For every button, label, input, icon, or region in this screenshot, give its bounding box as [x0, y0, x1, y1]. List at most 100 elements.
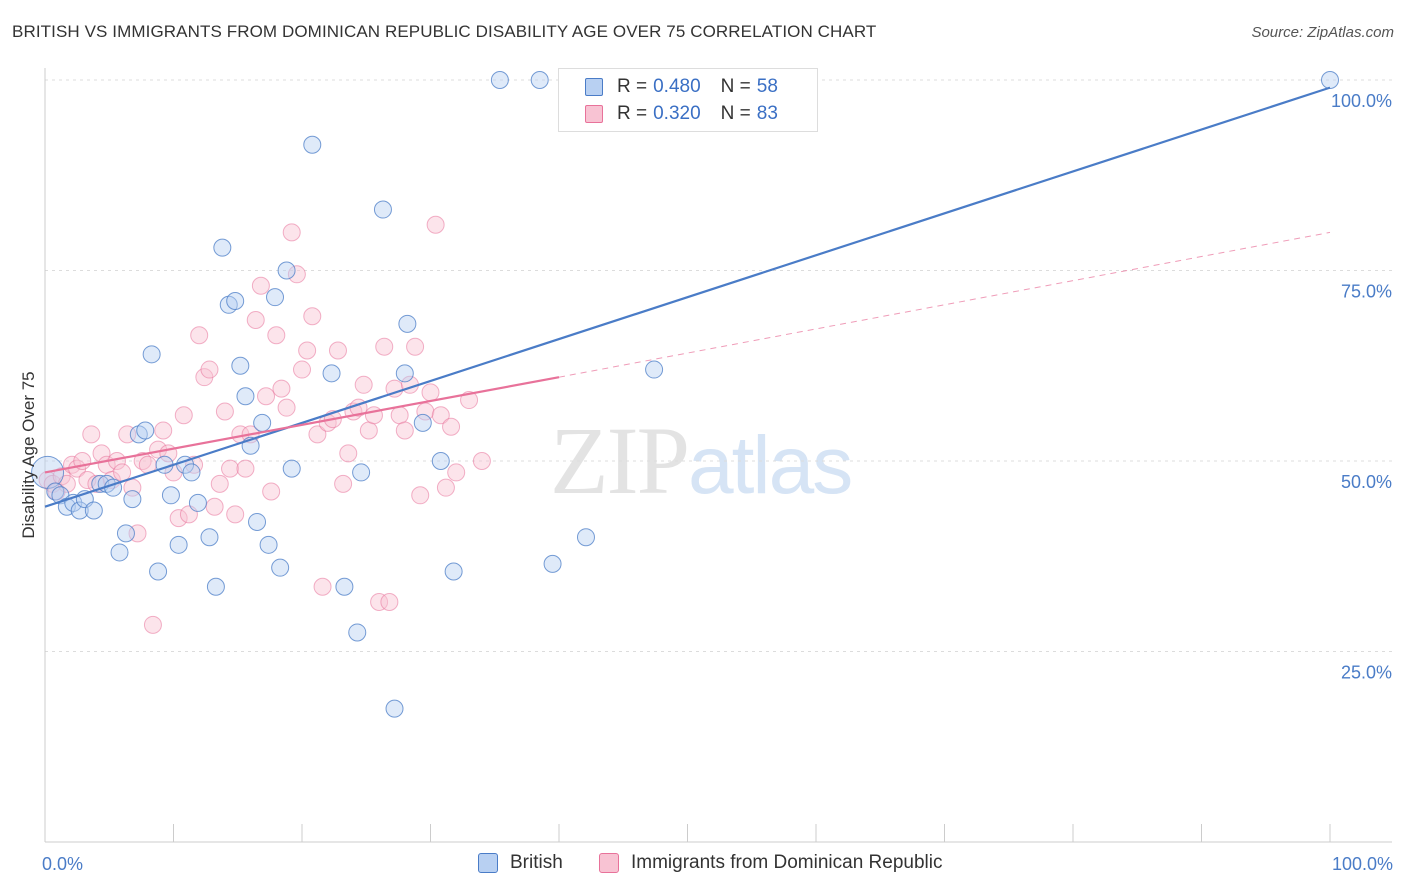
british-point [322, 364, 341, 383]
dominican-point [431, 406, 450, 425]
british-point [226, 291, 245, 310]
dominican-point [200, 360, 219, 379]
dominican-point [460, 391, 479, 410]
dominican-n-label: N = [720, 103, 751, 124]
legend-row-british: R = 0.480 N = 58 [585, 74, 778, 100]
axes [44, 68, 1392, 843]
dominican-point [328, 341, 347, 360]
dominican-point [354, 375, 373, 394]
british-point [398, 314, 417, 333]
dominican-legend-label: Immigrants from Dominican Republic [631, 852, 943, 873]
dominican-point [293, 360, 311, 379]
dominican-point [210, 474, 229, 493]
dominican-point [390, 406, 409, 425]
dominican-point [257, 387, 276, 406]
british-point [395, 364, 414, 383]
dominican-point [221, 459, 240, 478]
dominican-point [421, 383, 440, 402]
dominican-point [215, 402, 234, 421]
dominican-point [339, 444, 358, 463]
y-tick-label: 75.0% [1341, 282, 1392, 302]
british-trend-line [44, 86, 1331, 508]
dominican-point [113, 463, 132, 482]
dominican-point [447, 463, 466, 482]
trend-lines [44, 86, 1331, 508]
british-point [444, 562, 463, 581]
british-point [116, 524, 135, 543]
british-point [188, 493, 207, 512]
british-point [110, 543, 129, 562]
british-point [213, 238, 232, 257]
dominican-points [38, 215, 491, 634]
dominican-point [359, 421, 378, 440]
dominican-point [277, 398, 296, 417]
british-point [231, 356, 250, 375]
dominican-point [190, 326, 209, 345]
british-r-value: 0.480 [653, 76, 701, 97]
british-point [236, 387, 255, 406]
dominican-trend-extension [558, 231, 1331, 378]
dominican-point [370, 592, 389, 611]
chart-title: BRITISH VS IMMIGRANTS FROM DOMINICAN REP… [12, 22, 877, 41]
dominican-point [82, 425, 101, 444]
british-point [123, 490, 142, 509]
tick-labels: 25.0% 50.0% 75.0% 100.0% 0.0% 100.0% [42, 91, 1393, 874]
watermark: ZIPatlas [550, 405, 853, 516]
british-point [161, 486, 180, 505]
british-point [373, 200, 392, 219]
british-point [142, 345, 161, 364]
british-point [348, 623, 367, 642]
british-point [271, 558, 290, 577]
british-point [1321, 71, 1339, 89]
british-point [431, 452, 450, 470]
dominican-swatch [585, 105, 603, 123]
dominican-point [262, 482, 281, 501]
x-tick-label: 0.0% [42, 854, 83, 874]
dominican-point [411, 486, 430, 505]
y-tick-label: 100.0% [1331, 91, 1392, 111]
dominican-point [282, 223, 301, 242]
y-tick-label: 50.0% [1341, 472, 1392, 492]
dominican-point [287, 265, 306, 284]
dominican-r-label: R = [617, 103, 648, 124]
british-point [149, 562, 168, 581]
british-point [169, 535, 188, 554]
british-legend-label: British [510, 852, 563, 873]
dominican-legend-swatch [599, 853, 619, 873]
dominican-point [385, 379, 404, 398]
british-point [253, 413, 272, 432]
british-point [266, 288, 285, 307]
british-point [70, 501, 89, 520]
british-point [303, 135, 322, 154]
dominican-point [395, 421, 414, 440]
x-tick-label: 100.0% [1332, 854, 1393, 874]
dominican-point [236, 459, 255, 478]
british-n-label: N = [720, 76, 751, 97]
british-point [490, 71, 509, 89]
british-point [645, 360, 664, 379]
british-point [84, 501, 103, 520]
dominican-point [174, 406, 193, 425]
british-point [182, 463, 201, 482]
dominican-point [246, 311, 265, 330]
dominican-point [436, 478, 455, 497]
british-point [282, 459, 301, 478]
dominican-point [406, 337, 425, 356]
british-swatch [585, 78, 603, 96]
british-point [136, 421, 155, 440]
dominican-point [169, 509, 188, 528]
dominican-point [334, 474, 353, 493]
dominican-point [375, 337, 394, 356]
british-point [385, 699, 404, 718]
y-tick-label: 25.0% [1341, 663, 1392, 683]
bottom-legend-british: British [478, 852, 563, 874]
british-legend-swatch [478, 853, 498, 873]
y-axis-label: Disability Age Over 75 [19, 371, 38, 538]
dominican-point [298, 341, 317, 360]
watermark-atlas: atlas [688, 420, 853, 511]
dominican-point [472, 452, 491, 470]
british-point [259, 535, 278, 554]
dominican-point [251, 276, 270, 295]
dominican-point [205, 497, 224, 516]
